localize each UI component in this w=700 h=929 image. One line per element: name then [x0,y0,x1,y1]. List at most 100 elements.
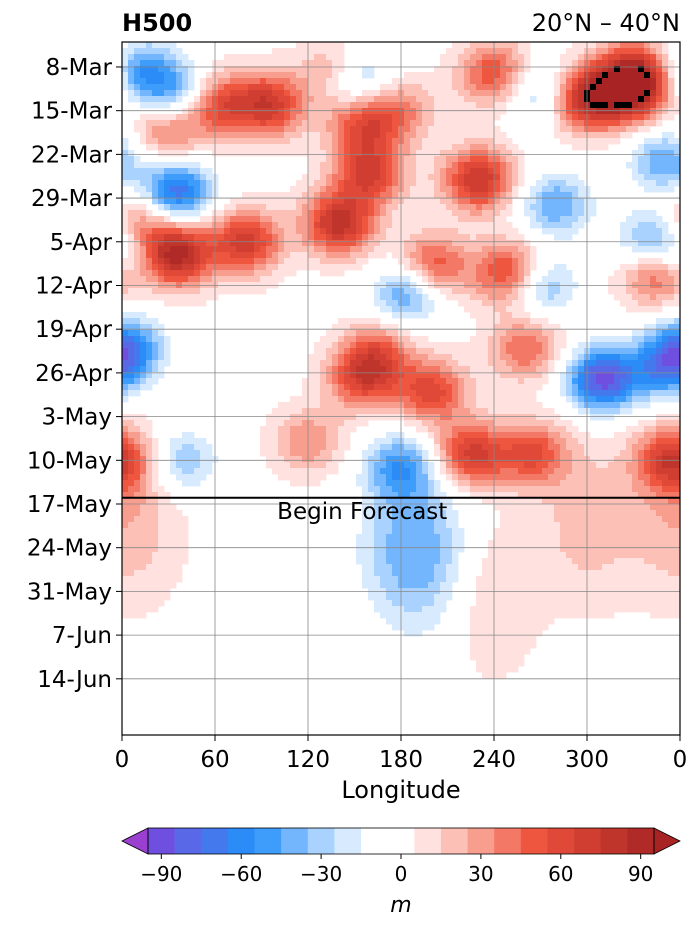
field-cell [158,354,165,361]
field-cell [158,486,165,493]
field-cell [488,318,495,325]
field-cell [140,276,147,283]
field-cell [308,372,315,379]
field-cell [596,366,603,373]
field-cell [644,102,651,109]
field-cell [434,132,441,139]
field-cell [302,198,309,205]
field-cell [422,138,429,145]
field-cell [308,474,315,481]
field-cell [572,54,579,61]
field-cell [314,360,321,367]
field-cell [260,450,267,457]
field-cell [236,252,243,259]
field-cell [170,60,177,67]
field-cell [362,348,369,355]
field-cell [278,90,285,97]
field-cell [524,42,531,49]
field-cell [404,396,411,403]
field-cell [140,372,147,379]
field-cell [146,114,153,121]
field-cell [488,276,495,283]
field-cell [200,192,207,199]
field-cell [560,66,567,73]
field-cell [248,288,255,295]
field-cell [542,366,549,373]
field-cell [152,240,159,247]
field-cell [428,108,435,115]
field-cell [386,468,393,475]
field-cell [440,102,447,109]
field-cell [554,234,561,241]
field-cell [164,90,171,97]
field-cell [326,414,333,421]
field-cell [410,186,417,193]
field-cell [620,240,627,247]
field-cell [338,210,345,217]
field-cell [476,258,483,265]
field-cell [206,186,213,193]
field-cell [290,210,297,217]
field-cell [674,210,680,217]
field-cell [458,276,465,283]
field-cell [614,60,621,67]
field-cell [662,150,669,157]
field-cell [302,48,309,55]
field-cell [314,456,321,463]
field-cell [578,348,585,355]
field-cell [224,60,231,67]
field-cell [674,444,680,451]
field-cell [638,390,645,397]
field-cell [434,450,441,457]
field-cell [554,210,561,217]
field-cell [536,336,543,343]
field-cell [338,354,345,361]
field-cell [470,360,477,367]
field-cell [470,384,477,391]
field-cell [488,444,495,451]
field-cell [464,210,471,217]
field-cell [320,84,327,91]
field-cell [128,342,135,349]
field-cell [626,66,633,73]
field-cell [656,486,663,493]
field-cell [626,342,633,349]
field-cell [464,432,471,439]
field-cell [128,348,135,355]
field-cell [494,168,501,175]
field-cell [566,474,573,481]
field-cell [338,252,345,259]
field-cell [248,198,255,205]
field-cell [158,192,165,199]
field-cell [512,288,519,295]
field-cell [146,180,153,187]
field-cell [242,66,249,73]
field-cell [482,444,489,451]
field-cell [170,48,177,55]
field-cell [650,96,657,103]
field-cell [650,330,657,337]
field-cell [518,336,525,343]
field-cell [524,360,531,367]
field-cell [500,240,507,247]
field-cell [632,162,639,169]
field-cell [200,258,207,265]
field-cell [506,174,513,181]
field-cell [560,474,567,481]
field-cell [512,240,519,247]
field-cell [668,288,675,295]
field-cell [254,102,261,109]
field-cell [170,240,177,247]
field-cell [326,444,333,451]
field-cell [122,156,129,163]
field-cell [152,450,159,457]
field-cell [128,42,135,49]
field-cell [572,132,579,139]
field-cell [542,324,549,331]
field-cell [518,408,525,415]
field-cell [122,216,129,223]
field-cell [338,114,345,121]
field-cell [314,468,321,475]
field-cell [302,84,309,91]
field-cell [602,138,609,145]
